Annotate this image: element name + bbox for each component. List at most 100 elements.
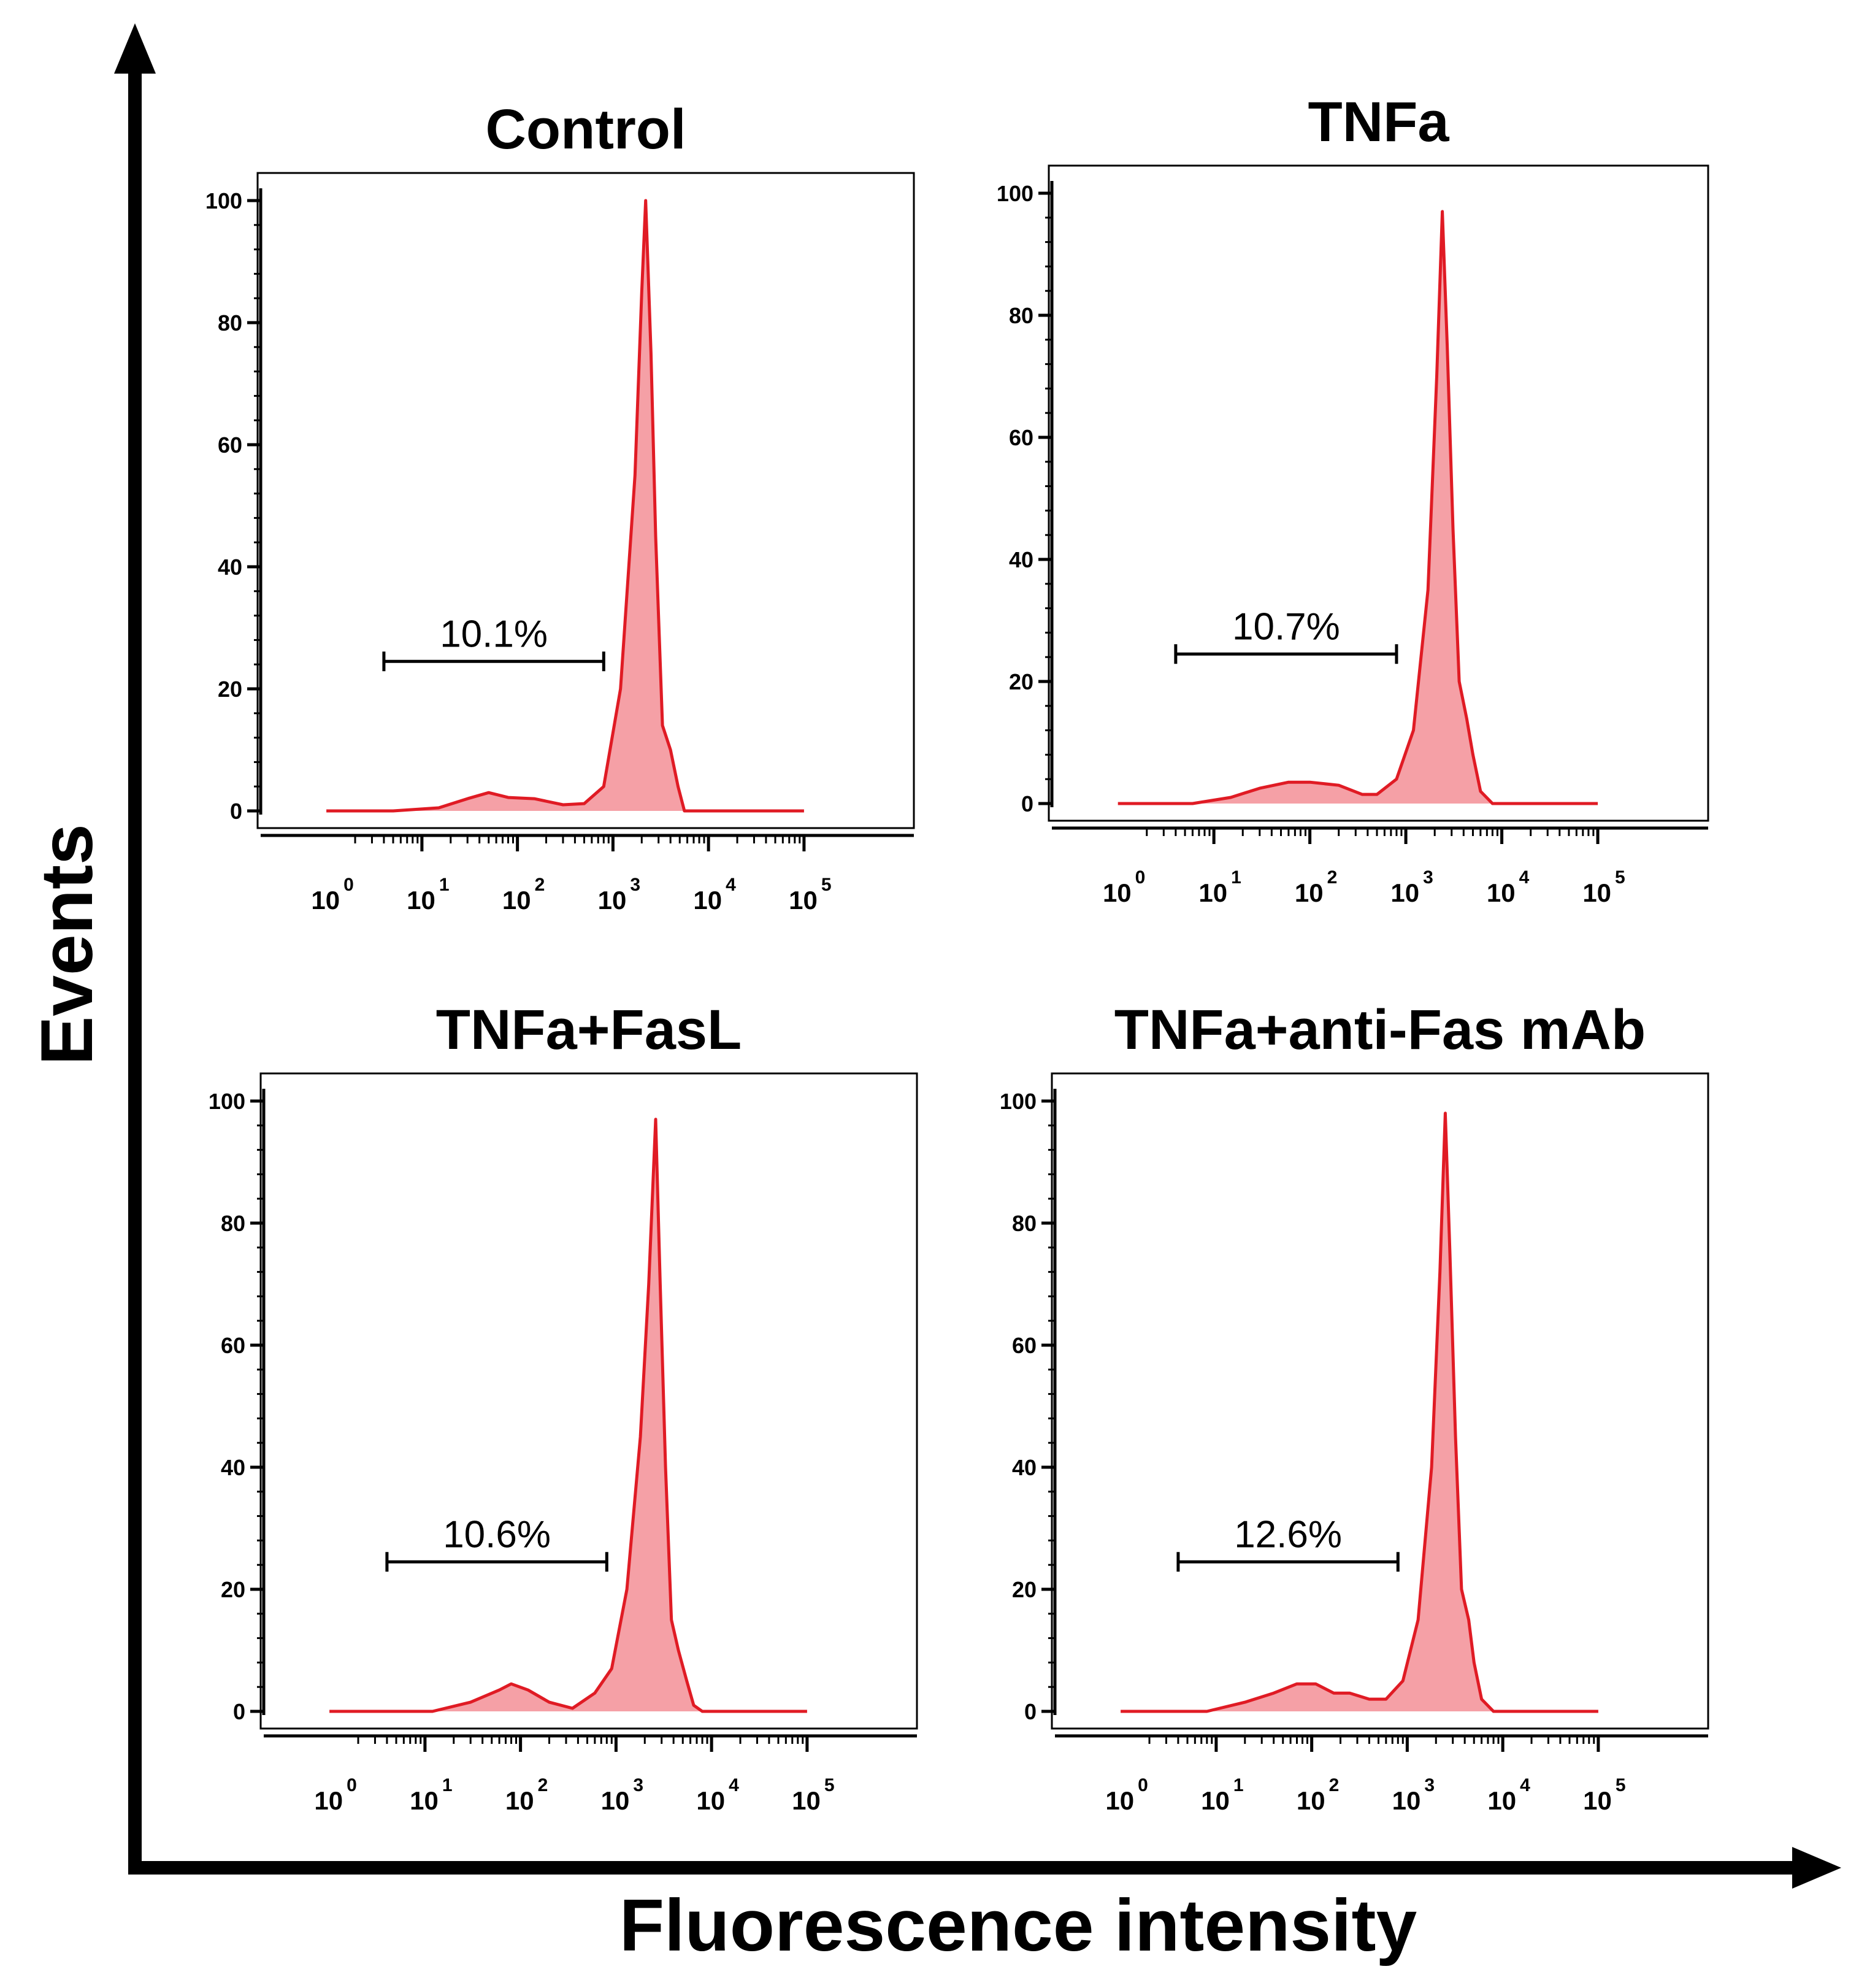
y-tick-label: 40 <box>1009 547 1033 572</box>
x-tick-label-exponent: 4 <box>1519 867 1530 888</box>
gate-percentage-label: 12.6% <box>1234 1513 1342 1556</box>
y-tick-label: 100 <box>1000 1089 1037 1114</box>
y-tick-label: 80 <box>1009 303 1033 328</box>
x-tick-label-base: 10 <box>410 1786 439 1815</box>
x-tick-label-base: 10 <box>1201 1786 1230 1815</box>
x-tick-label-base: 10 <box>311 886 340 915</box>
histogram-line <box>326 199 804 813</box>
y-tick-label: 0 <box>233 1699 245 1724</box>
histogram-line <box>1121 1111 1598 1713</box>
x-tick-label-base: 10 <box>505 1786 534 1815</box>
plot-frame <box>1051 1072 1709 1730</box>
outer-y-axis-arrowhead <box>114 23 156 74</box>
x-tick-label-base: 10 <box>1103 878 1132 907</box>
y-tick-label: 60 <box>221 1333 245 1358</box>
x-tick-label-exponent: 2 <box>1329 1775 1340 1795</box>
histogram-panel: TNFa+FasL0204060801001001011021031041051… <box>209 999 918 1815</box>
y-tick-label: 20 <box>221 1577 245 1602</box>
panel-title: Control <box>485 98 686 161</box>
x-tick-label-base: 10 <box>1198 878 1227 907</box>
gate-percentage-label: 10.1% <box>440 613 548 655</box>
x-tick-label-exponent: 0 <box>1135 867 1146 888</box>
x-tick-label-exponent: 2 <box>1327 867 1338 888</box>
histogram-panel: TNFa+anti-Fas mAb02040608010010010110210… <box>1000 999 1709 1815</box>
y-tick-label: 80 <box>218 310 242 336</box>
x-tick-label-base: 10 <box>407 886 435 915</box>
x-tick-label-base: 10 <box>1105 1786 1134 1815</box>
x-tick-label-exponent: 4 <box>1520 1775 1530 1795</box>
y-tick-label: 20 <box>218 677 242 702</box>
x-tick-label-base: 10 <box>598 886 627 915</box>
y-tick-label: 100 <box>209 1089 245 1114</box>
y-tick-label: 60 <box>1012 1333 1037 1358</box>
y-tick-label: 40 <box>1012 1455 1037 1480</box>
outer-x-axis-arrowhead <box>1792 1847 1841 1889</box>
x-tick-label-base: 10 <box>1487 878 1516 907</box>
x-tick-label-base: 10 <box>601 1786 630 1815</box>
x-tick-label-exponent: 3 <box>1423 867 1433 888</box>
x-tick-label-base: 10 <box>1582 878 1611 907</box>
plot-frame <box>259 1072 918 1730</box>
gate-percentage-label: 10.7% <box>1232 605 1340 648</box>
x-tick-label-exponent: 5 <box>1616 1775 1626 1795</box>
x-tick-label-exponent: 0 <box>343 875 354 895</box>
x-tick-label-exponent: 5 <box>824 1775 835 1795</box>
x-tick-label-exponent: 0 <box>347 1775 357 1795</box>
histogram-line <box>329 1118 807 1713</box>
y-tick-label: 20 <box>1012 1577 1037 1602</box>
histogram-area <box>329 1119 917 1711</box>
x-tick-label-exponent: 4 <box>726 875 736 895</box>
x-tick-label-base: 10 <box>1583 1786 1612 1815</box>
x-tick-label-exponent: 1 <box>1231 867 1241 888</box>
y-axis-title: Events <box>26 824 108 1065</box>
x-tick-label-exponent: 3 <box>630 875 640 895</box>
plot-frame <box>1048 164 1709 822</box>
x-tick-label-base: 10 <box>502 886 531 915</box>
x-tick-label-exponent: 3 <box>633 1775 643 1795</box>
x-tick-label-exponent: 2 <box>535 875 545 895</box>
y-tick-label: 0 <box>1021 791 1033 816</box>
x-tick-label-exponent: 1 <box>439 875 450 895</box>
panel-title: TNFa+FasL <box>436 999 742 1061</box>
plot-frame <box>256 172 915 829</box>
x-tick-label-base: 10 <box>1392 1786 1421 1815</box>
histogram-area <box>326 201 914 811</box>
x-tick-label-exponent: 0 <box>1138 1775 1148 1795</box>
panel-title: TNFa+anti-Fas mAb <box>1114 999 1646 1061</box>
y-tick-label: 40 <box>218 555 242 580</box>
y-tick-label: 80 <box>221 1211 245 1236</box>
y-tick-label: 60 <box>1009 425 1033 450</box>
y-tick-label: 60 <box>218 432 242 458</box>
x-tick-label-base: 10 <box>792 1786 821 1815</box>
x-tick-label-exponent: 3 <box>1424 1775 1435 1795</box>
x-tick-label-base: 10 <box>789 886 818 915</box>
y-tick-label: 100 <box>997 181 1033 206</box>
x-tick-label-base: 10 <box>1390 878 1419 907</box>
x-tick-label-base: 10 <box>693 886 722 915</box>
x-tick-label-exponent: 5 <box>1615 867 1625 888</box>
x-tick-label-base: 10 <box>1297 1786 1325 1815</box>
y-tick-label: 100 <box>205 188 242 213</box>
histogram-line <box>1118 210 1598 805</box>
x-tick-label-base: 10 <box>1487 1786 1516 1815</box>
y-tick-label: 20 <box>1009 669 1033 694</box>
histogram-area <box>1118 211 1708 804</box>
histogram-area <box>1121 1113 1708 1711</box>
x-axis-title: Fluorescence intensity <box>619 1884 1417 1967</box>
y-tick-label: 80 <box>1012 1211 1037 1236</box>
x-tick-label-exponent: 4 <box>729 1775 739 1795</box>
x-tick-label-base: 10 <box>1295 878 1324 907</box>
y-tick-label: 40 <box>221 1455 245 1480</box>
x-tick-label-exponent: 1 <box>442 1775 453 1795</box>
y-tick-label: 0 <box>1024 1699 1037 1724</box>
x-tick-label-exponent: 2 <box>538 1775 548 1795</box>
panel-title: TNFa <box>1308 91 1450 153</box>
gate-percentage-label: 10.6% <box>443 1513 551 1556</box>
histogram-panels: Control02040608010010010110210310410510.… <box>205 91 1709 1815</box>
y-tick-label: 0 <box>230 799 242 824</box>
x-tick-label-exponent: 1 <box>1233 1775 1244 1795</box>
histogram-panel: Control02040608010010010110210310410510.… <box>205 98 915 915</box>
